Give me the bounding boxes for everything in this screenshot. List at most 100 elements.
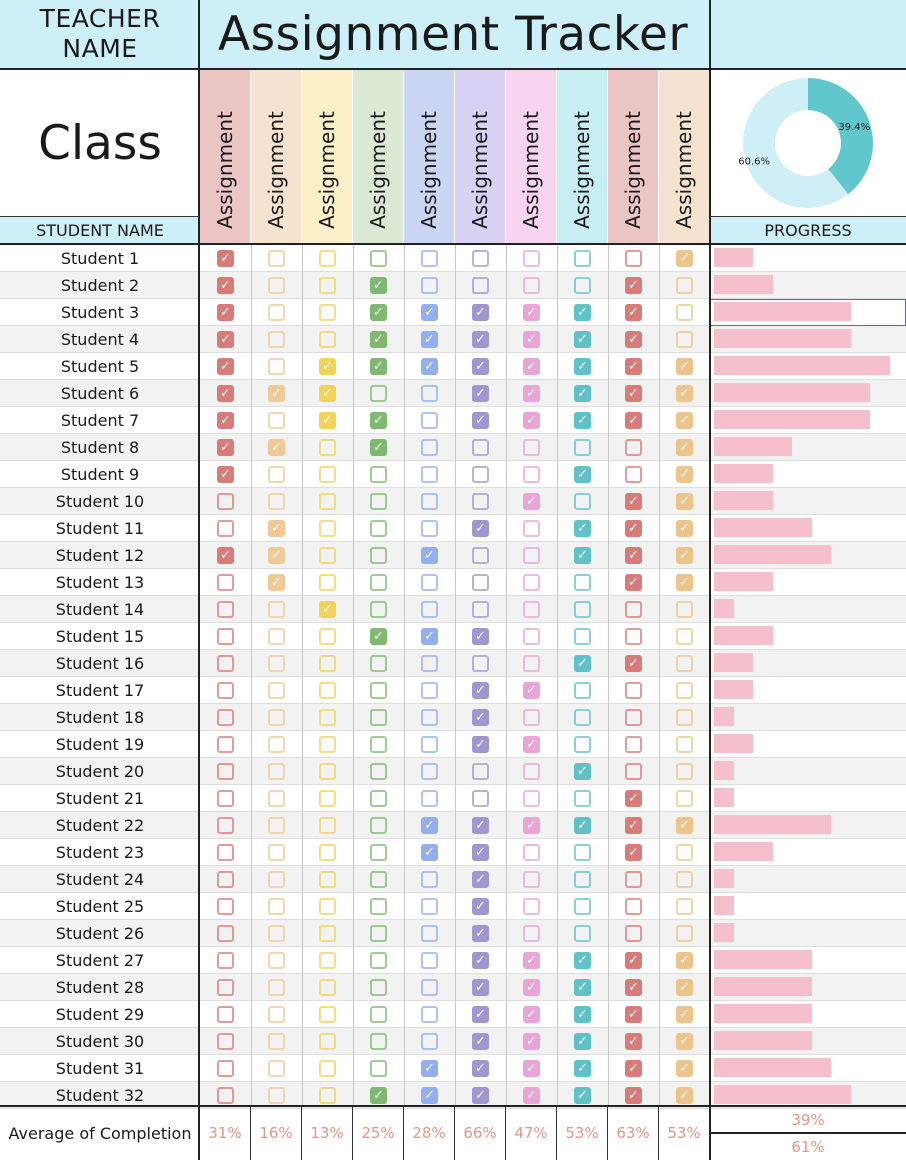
checkbox-checked[interactable]: ✓	[472, 844, 489, 861]
checkbox-checked[interactable]: ✓	[625, 1087, 642, 1104]
checkbox-unchecked[interactable]	[268, 790, 285, 807]
checkbox-unchecked[interactable]	[268, 871, 285, 888]
checkbox-checked[interactable]: ✓	[472, 1006, 489, 1023]
checkbox-checked[interactable]: ✓	[472, 736, 489, 753]
checkbox-unchecked[interactable]	[370, 790, 387, 807]
checkbox-unchecked[interactable]	[217, 574, 234, 591]
checkbox-checked[interactable]: ✓	[523, 952, 540, 969]
checkbox-checked[interactable]: ✓	[574, 331, 591, 348]
checkbox-unchecked[interactable]	[319, 547, 336, 564]
checkbox-unchecked[interactable]	[676, 763, 693, 780]
checkbox-checked[interactable]: ✓	[676, 1006, 693, 1023]
checkbox-unchecked[interactable]	[319, 304, 336, 321]
checkbox-unchecked[interactable]	[676, 898, 693, 915]
checkbox-checked[interactable]: ✓	[625, 952, 642, 969]
checkbox-unchecked[interactable]	[421, 952, 438, 969]
checkbox-unchecked[interactable]	[268, 1006, 285, 1023]
checkbox-unchecked[interactable]	[370, 250, 387, 267]
checkbox-unchecked[interactable]	[625, 682, 642, 699]
checkbox-unchecked[interactable]	[217, 952, 234, 969]
checkbox-unchecked[interactable]	[421, 466, 438, 483]
checkbox-checked[interactable]: ✓	[268, 439, 285, 456]
checkbox-unchecked[interactable]	[268, 331, 285, 348]
checkbox-checked[interactable]: ✓	[217, 250, 234, 267]
checkbox-checked[interactable]: ✓	[472, 412, 489, 429]
checkbox-unchecked[interactable]	[625, 601, 642, 618]
checkbox-unchecked[interactable]	[421, 898, 438, 915]
checkbox-unchecked[interactable]	[574, 493, 591, 510]
checkbox-unchecked[interactable]	[472, 763, 489, 780]
checkbox-unchecked[interactable]	[472, 250, 489, 267]
checkbox-checked[interactable]: ✓	[676, 952, 693, 969]
checkbox-unchecked[interactable]	[319, 925, 336, 942]
checkbox-checked[interactable]: ✓	[472, 520, 489, 537]
checkbox-unchecked[interactable]	[268, 952, 285, 969]
checkbox-checked[interactable]: ✓	[268, 385, 285, 402]
checkbox-unchecked[interactable]	[370, 979, 387, 996]
checkbox-checked[interactable]: ✓	[523, 385, 540, 402]
checkbox-unchecked[interactable]	[472, 547, 489, 564]
checkbox-unchecked[interactable]	[370, 1033, 387, 1050]
assignment-header-1[interactable]: Assignment	[200, 70, 251, 243]
checkbox-unchecked[interactable]	[625, 439, 642, 456]
checkbox-unchecked[interactable]	[268, 250, 285, 267]
checkbox-unchecked[interactable]	[523, 439, 540, 456]
checkbox-checked[interactable]: ✓	[523, 1087, 540, 1104]
checkbox-unchecked[interactable]	[319, 1060, 336, 1077]
checkbox-checked[interactable]: ✓	[625, 412, 642, 429]
checkbox-checked[interactable]: ✓	[574, 1006, 591, 1023]
checkbox-checked[interactable]: ✓	[676, 817, 693, 834]
checkbox-checked[interactable]: ✓	[370, 412, 387, 429]
checkbox-unchecked[interactable]	[421, 709, 438, 726]
assignment-header-5[interactable]: Assignment	[404, 70, 455, 243]
checkbox-unchecked[interactable]	[217, 736, 234, 753]
checkbox-unchecked[interactable]	[574, 844, 591, 861]
checkbox-unchecked[interactable]	[574, 709, 591, 726]
checkbox-unchecked[interactable]	[268, 1087, 285, 1104]
checkbox-unchecked[interactable]	[268, 682, 285, 699]
checkbox-unchecked[interactable]	[268, 844, 285, 861]
checkbox-unchecked[interactable]	[319, 466, 336, 483]
checkbox-unchecked[interactable]	[370, 871, 387, 888]
checkbox-unchecked[interactable]	[625, 871, 642, 888]
checkbox-checked[interactable]: ✓	[625, 547, 642, 564]
checkbox-unchecked[interactable]	[472, 493, 489, 510]
checkbox-unchecked[interactable]	[319, 331, 336, 348]
checkbox-checked[interactable]: ✓	[370, 439, 387, 456]
assignment-header-2[interactable]: Assignment	[251, 70, 302, 243]
checkbox-unchecked[interactable]	[574, 601, 591, 618]
checkbox-checked[interactable]: ✓	[472, 709, 489, 726]
checkbox-unchecked[interactable]	[472, 790, 489, 807]
checkbox-unchecked[interactable]	[217, 1060, 234, 1077]
checkbox-unchecked[interactable]	[676, 655, 693, 672]
checkbox-checked[interactable]: ✓	[625, 493, 642, 510]
checkbox-unchecked[interactable]	[523, 844, 540, 861]
checkbox-unchecked[interactable]	[676, 304, 693, 321]
checkbox-checked[interactable]: ✓	[421, 628, 438, 645]
checkbox-checked[interactable]: ✓	[523, 1060, 540, 1077]
checkbox-unchecked[interactable]	[217, 925, 234, 942]
checkbox-unchecked[interactable]	[625, 763, 642, 780]
checkbox-checked[interactable]: ✓	[574, 520, 591, 537]
checkbox-unchecked[interactable]	[370, 493, 387, 510]
checkbox-unchecked[interactable]	[370, 898, 387, 915]
checkbox-checked[interactable]: ✓	[472, 304, 489, 321]
checkbox-checked[interactable]: ✓	[625, 385, 642, 402]
checkbox-checked[interactable]: ✓	[676, 979, 693, 996]
checkbox-unchecked[interactable]	[217, 817, 234, 834]
checkbox-checked[interactable]: ✓	[523, 817, 540, 834]
checkbox-unchecked[interactable]	[268, 412, 285, 429]
checkbox-unchecked[interactable]	[268, 358, 285, 375]
checkbox-unchecked[interactable]	[319, 709, 336, 726]
checkbox-unchecked[interactable]	[319, 277, 336, 294]
checkbox-checked[interactable]: ✓	[421, 1060, 438, 1077]
checkbox-unchecked[interactable]	[523, 466, 540, 483]
checkbox-checked[interactable]: ✓	[421, 817, 438, 834]
checkbox-unchecked[interactable]	[523, 763, 540, 780]
checkbox-unchecked[interactable]	[574, 682, 591, 699]
checkbox-unchecked[interactable]	[268, 763, 285, 780]
checkbox-unchecked[interactable]	[319, 493, 336, 510]
checkbox-unchecked[interactable]	[319, 682, 336, 699]
checkbox-unchecked[interactable]	[472, 574, 489, 591]
checkbox-unchecked[interactable]	[421, 250, 438, 267]
